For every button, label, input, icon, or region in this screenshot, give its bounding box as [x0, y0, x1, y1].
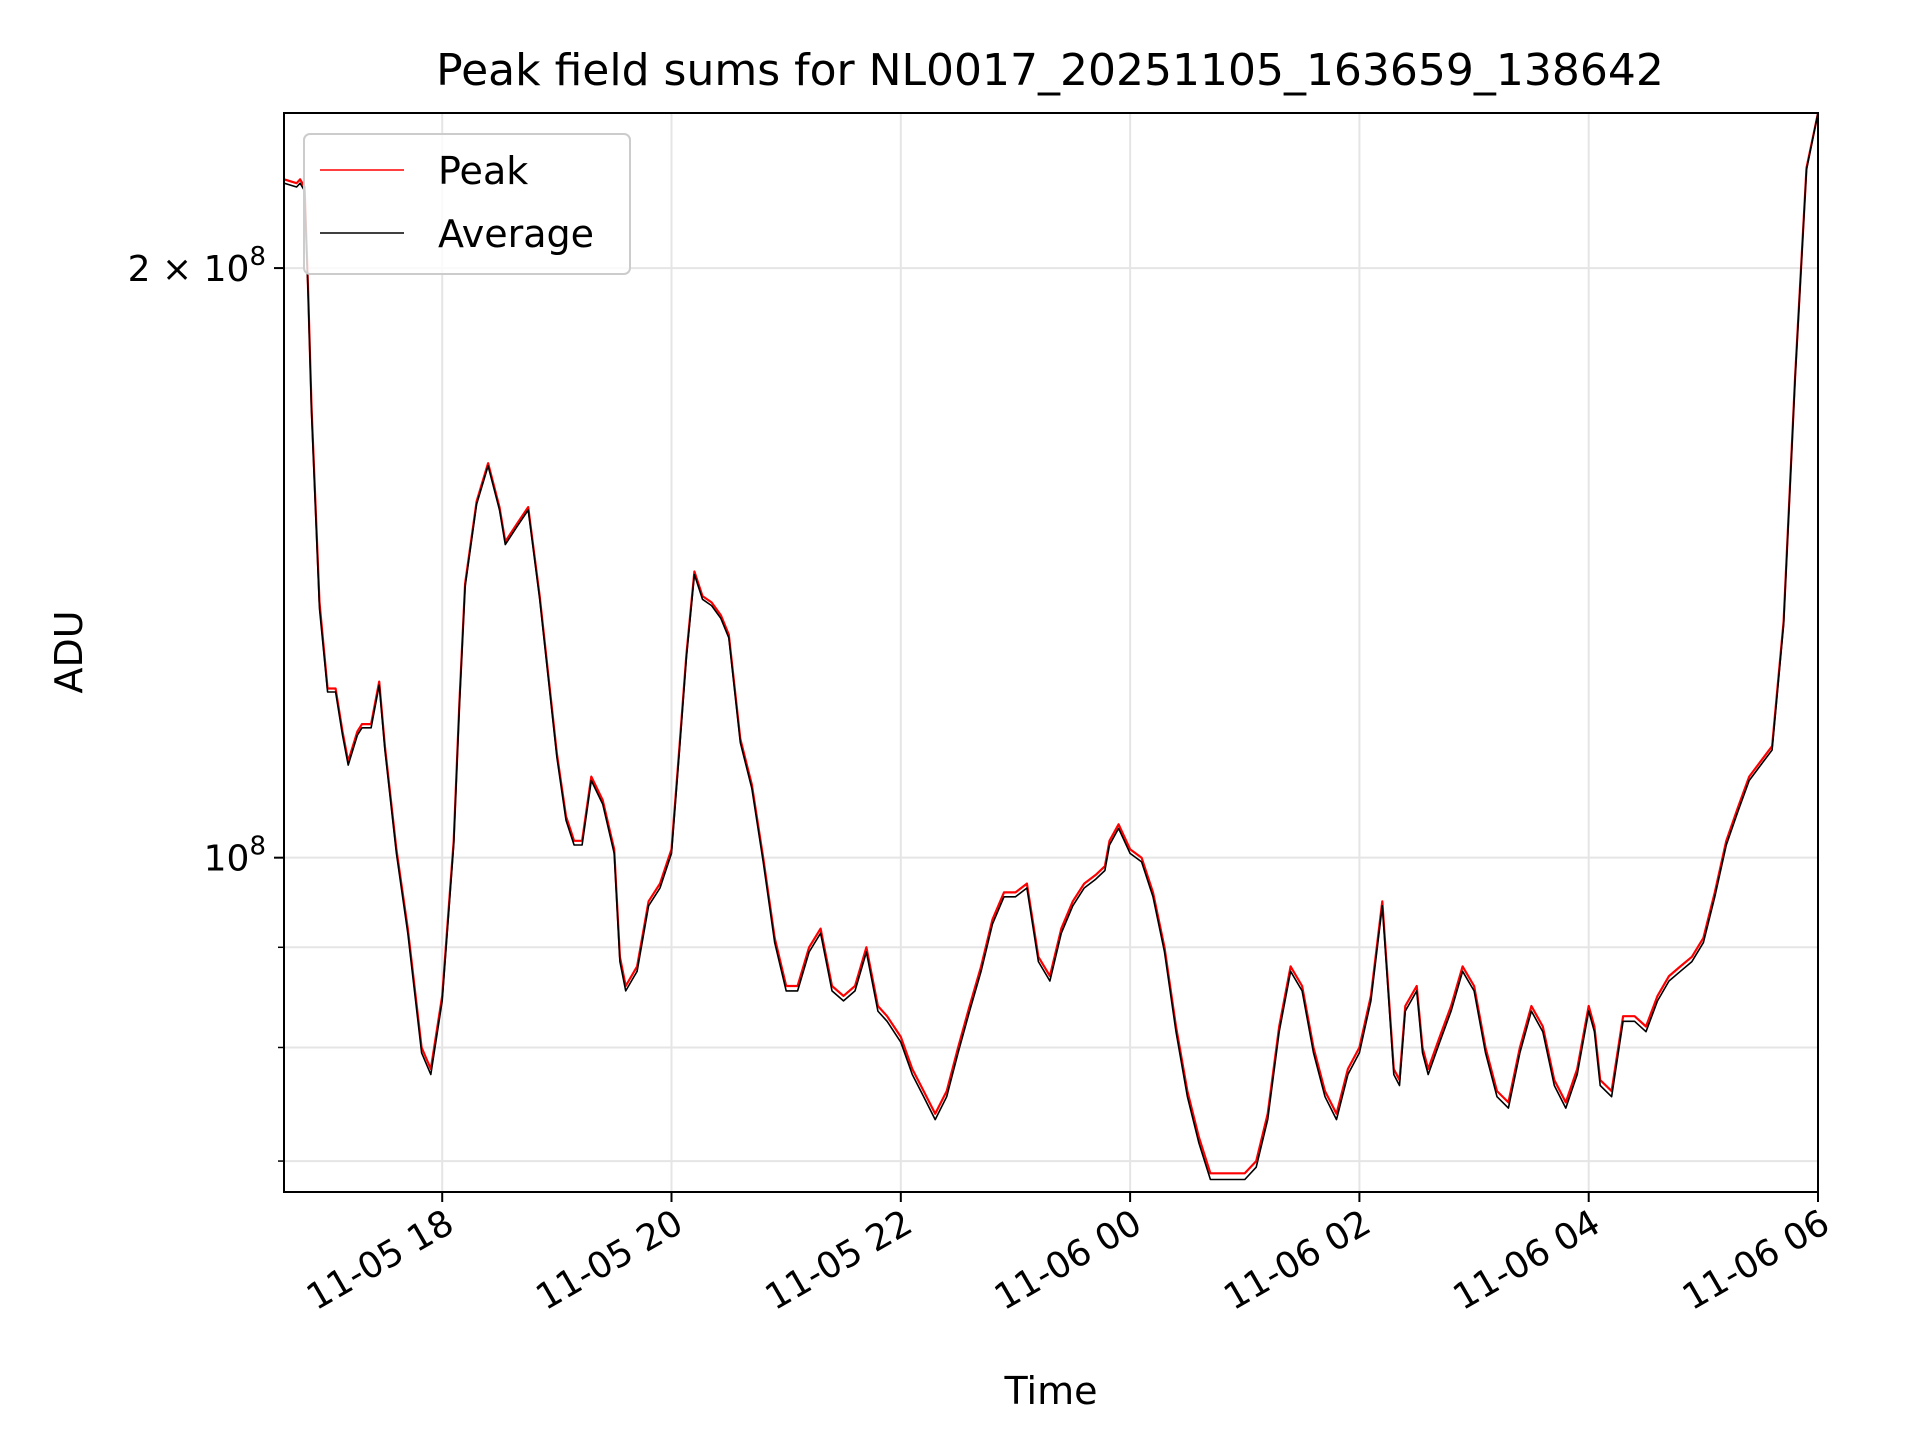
y-axis-label: ADU	[47, 610, 91, 693]
chart-title: Peak field sums for NL0017_20251105_1636…	[436, 45, 1664, 96]
plot-frame	[283, 112, 1819, 1193]
x-axis-label: Time	[1004, 1369, 1098, 1413]
legend-label-peak: Peak	[438, 149, 528, 193]
y-tick-label: 108	[204, 832, 266, 880]
legend-box	[303, 133, 631, 275]
y-axis-ticks: 108 2 × 108	[128, 242, 284, 1162]
series-line-peak	[284, 113, 1818, 1175]
legend-label-average: Average	[438, 212, 594, 256]
legend: Peak Average	[303, 133, 631, 275]
series-layer	[284, 113, 1818, 1181]
series-line-average	[284, 113, 1818, 1181]
y-tick-label: 2 × 108	[128, 242, 266, 290]
